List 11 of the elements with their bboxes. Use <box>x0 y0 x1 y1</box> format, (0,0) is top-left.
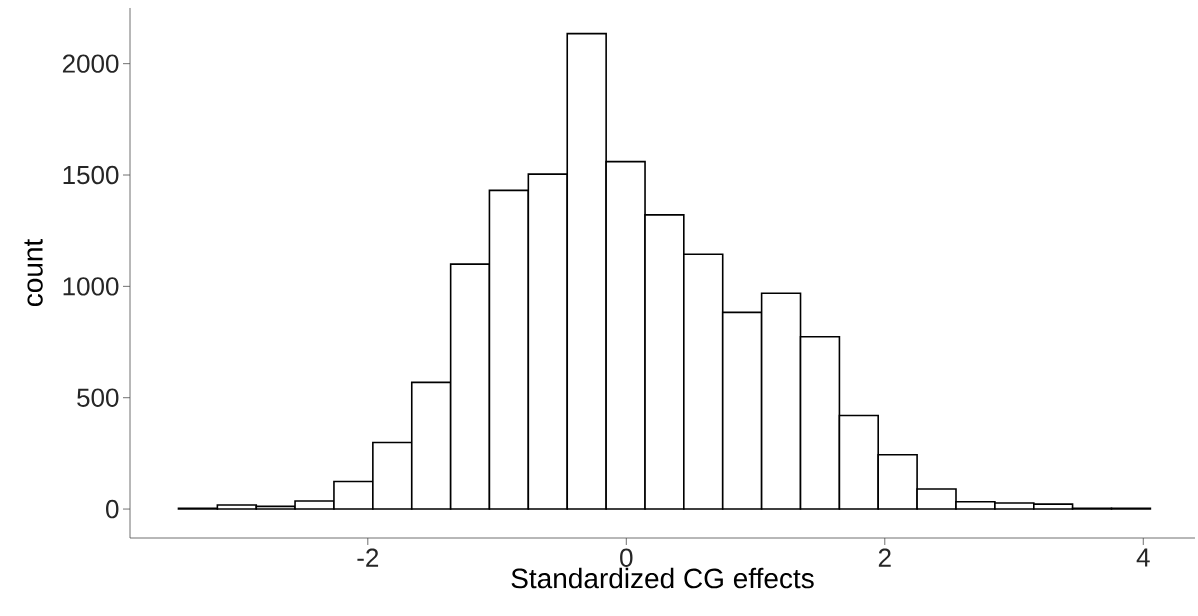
y-axis-title: count <box>24 238 43 307</box>
x-tick-label: 4 <box>1136 548 1150 567</box>
x-tick-label: 0 <box>620 548 633 567</box>
y-tick-label: 1000 <box>63 277 119 296</box>
y-tick-label: 1500 <box>63 165 119 185</box>
y-tick-label: 2000 <box>62 54 119 73</box>
x-axis-title: Standardized CG effects <box>511 567 814 589</box>
x-tick-label: 2 <box>878 548 891 567</box>
x-tick-label: -2 <box>357 548 379 567</box>
y-tick-label: 0 <box>106 499 119 519</box>
y-tick-label: 500 <box>77 388 119 407</box>
